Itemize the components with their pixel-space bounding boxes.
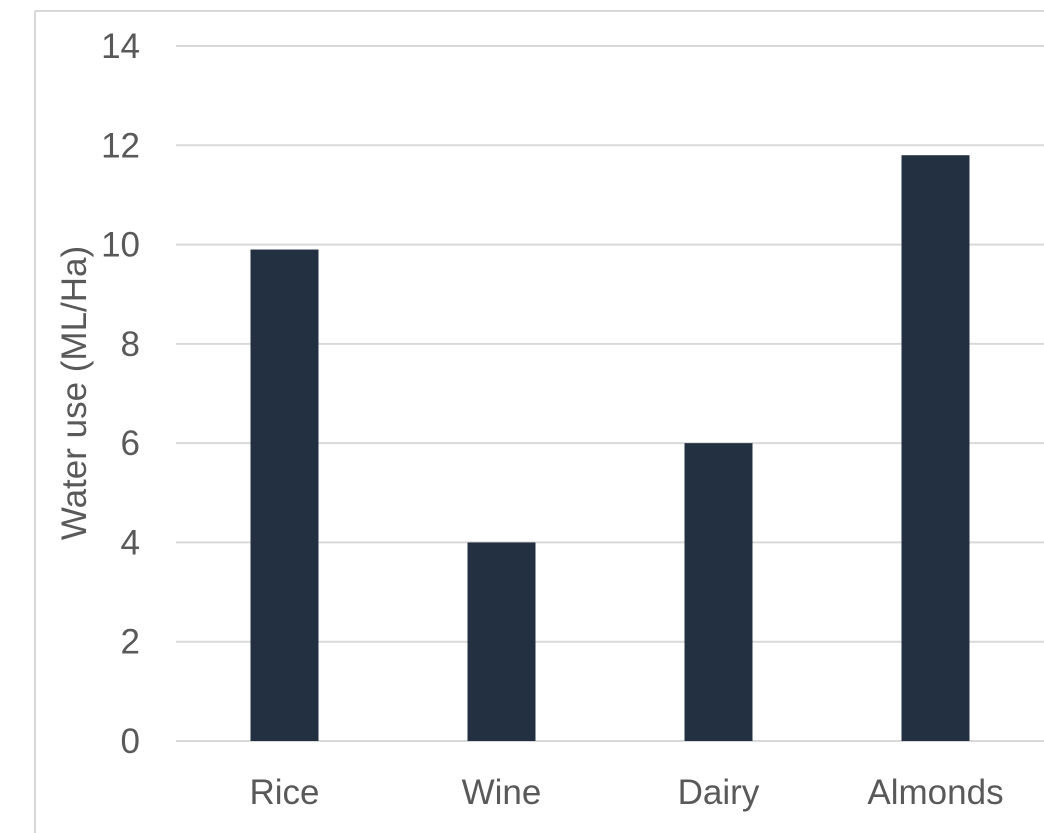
bar-wine xyxy=(467,542,536,741)
y-tick-label: 10 xyxy=(101,226,140,265)
x-tick-label: Almonds xyxy=(867,773,1003,812)
bar-dairy xyxy=(684,443,753,741)
bar-almonds xyxy=(901,155,970,741)
bars xyxy=(250,155,970,742)
x-tick-label: Dairy xyxy=(678,773,760,812)
y-tick-label: 12 xyxy=(101,126,140,165)
x-axis-ticks: Rice Wine Dairy Almonds xyxy=(249,773,1003,812)
y-tick-label: 14 xyxy=(101,27,140,66)
x-tick-label: Wine xyxy=(462,773,542,812)
y-tick-label: 4 xyxy=(121,523,140,562)
y-axis-label: Water use (ML/Ha) xyxy=(55,245,94,541)
y-tick-label: 6 xyxy=(121,424,140,463)
x-tick-label: Rice xyxy=(249,773,319,812)
y-tick-label: 0 xyxy=(121,722,140,761)
y-tick-label: 8 xyxy=(121,325,140,364)
y-tick-label: 2 xyxy=(121,623,140,662)
gridlines xyxy=(176,45,1044,742)
bar-rice xyxy=(250,249,319,742)
y-axis-ticks: 0 2 4 6 8 10 12 14 xyxy=(101,27,140,761)
